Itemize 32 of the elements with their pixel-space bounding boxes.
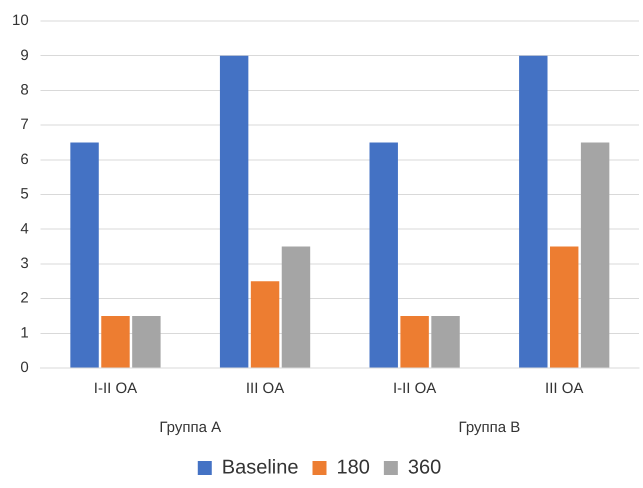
bar	[70, 142, 99, 368]
bar	[370, 142, 398, 368]
bar	[101, 316, 130, 368]
bar	[431, 316, 460, 368]
bar	[550, 246, 578, 368]
text: Группа А	[159, 419, 222, 436]
y-tick-label: 10	[12, 12, 29, 30]
y-tick-label: 8	[20, 82, 29, 99]
x-tick-label: I-II OA	[392, 380, 436, 398]
y-tick-label: 9	[20, 46, 29, 64]
bar	[580, 142, 610, 368]
y-tick-label: 6	[20, 150, 29, 168]
x-tick-label: III OA	[545, 380, 584, 398]
y-tick-label: 4	[20, 220, 29, 238]
legend-label: 180	[336, 456, 370, 479]
x-tick-label: I-II OA	[94, 380, 138, 398]
x-tick-label: III OA	[246, 380, 284, 398]
legend-label: Baseline	[222, 456, 298, 479]
y-tick-label: 0	[20, 359, 29, 376]
bar	[250, 281, 280, 368]
y-tick-label: 3	[20, 255, 29, 272]
bar	[132, 316, 161, 368]
bar	[400, 316, 429, 368]
y-tick-label: 7	[20, 116, 29, 134]
bar	[220, 56, 248, 368]
text: Группа В	[458, 419, 520, 436]
legend-label: 360	[408, 456, 442, 479]
y-tick-label: 1	[20, 324, 29, 342]
bar	[519, 56, 548, 368]
y-tick-label: 2	[20, 290, 29, 307]
bar	[282, 246, 310, 368]
y-tick-label: 5	[20, 186, 29, 203]
